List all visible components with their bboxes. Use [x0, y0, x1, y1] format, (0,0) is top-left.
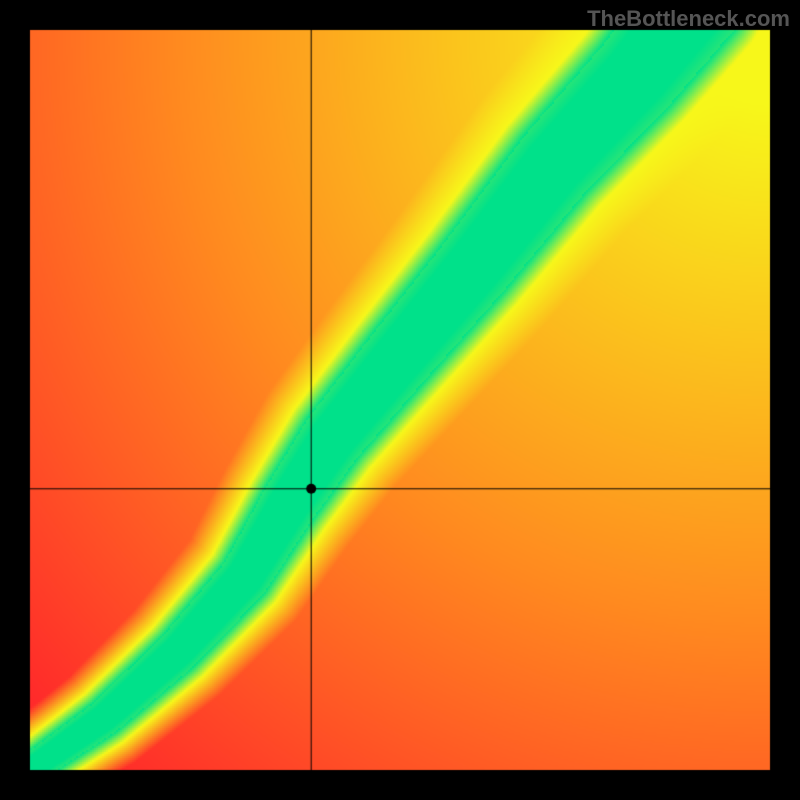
watermark-text: TheBottleneck.com — [587, 6, 790, 32]
heatmap-canvas — [0, 0, 800, 800]
